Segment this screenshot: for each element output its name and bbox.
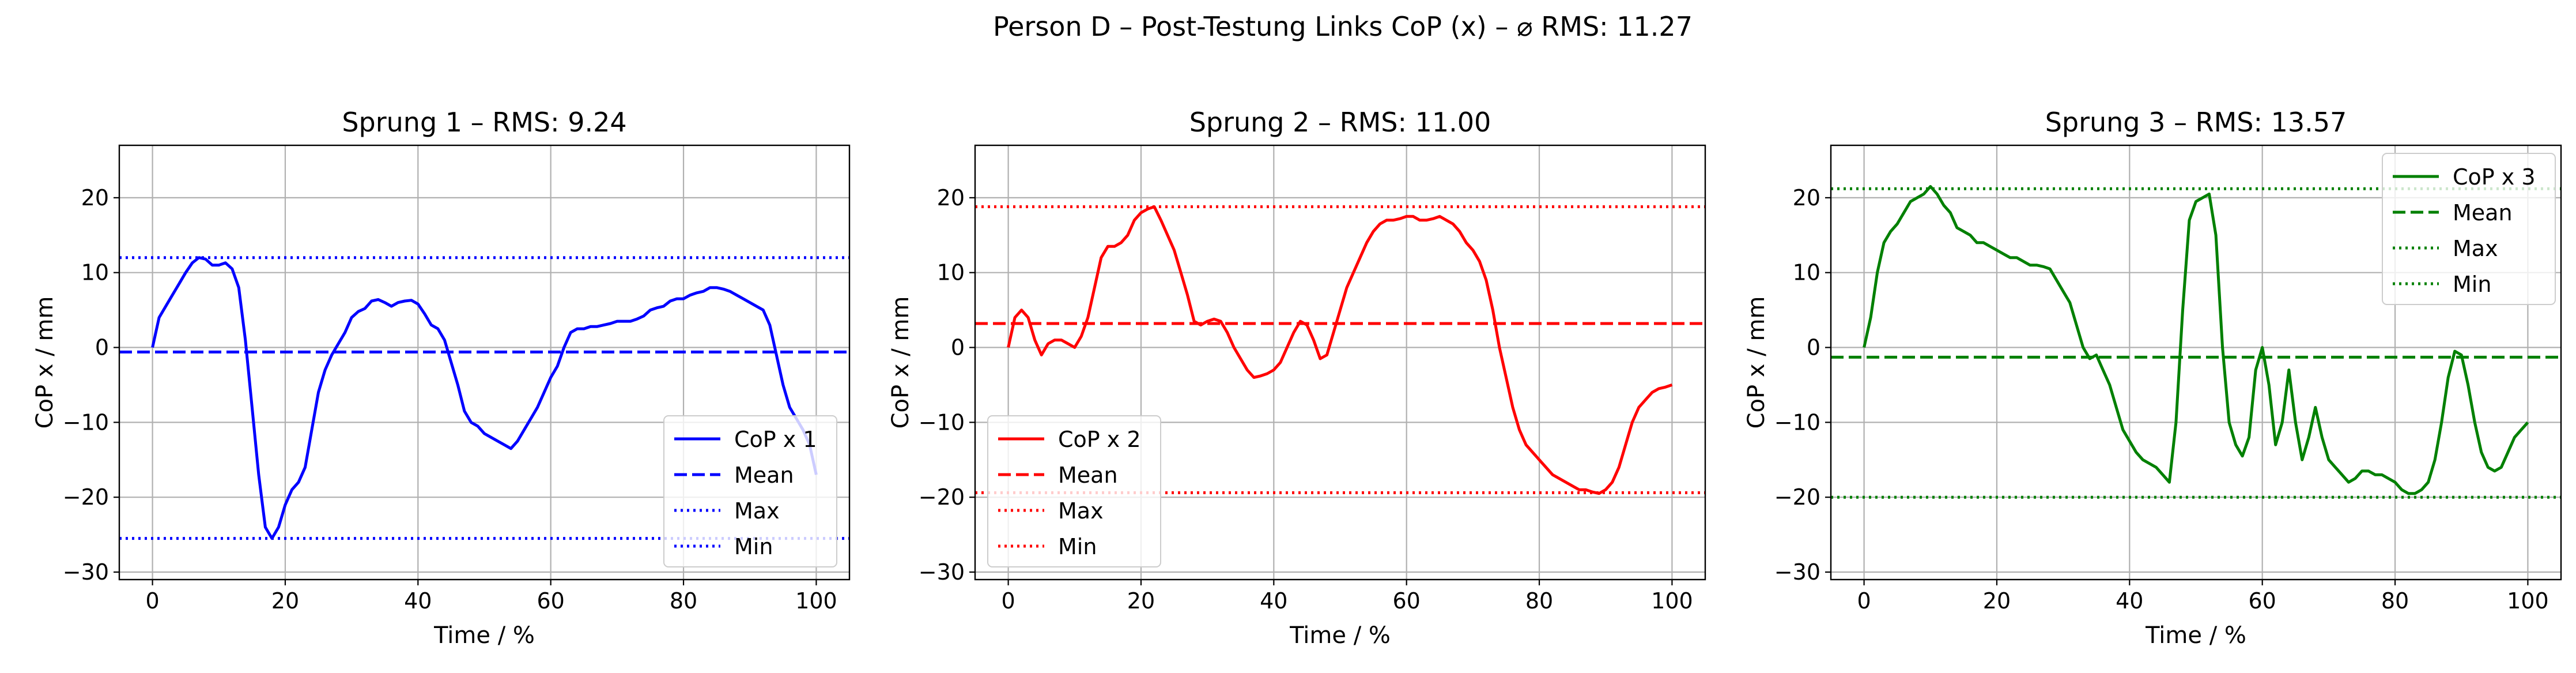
y-axis-label: CoP x / mm [887, 296, 914, 429]
plot-frame [974, 144, 1706, 581]
figure-suptitle: Person D – Post-Testung Links CoP (x) – … [993, 11, 1693, 42]
series-line-cop [151, 256, 818, 540]
legend: CoP x 1 Mean Max Min [663, 415, 837, 567]
x-tick-label: 0 [1857, 588, 1871, 614]
y-tick-label: −10 [1774, 409, 1820, 435]
y-tick-label: −10 [63, 409, 109, 435]
plot-frame [1830, 144, 2562, 581]
legend-label: Min [1058, 534, 1097, 559]
legend-label: Max [734, 498, 780, 524]
y-tick-label: −30 [919, 559, 965, 585]
x-tick-label: 0 [1001, 588, 1015, 614]
y-tick-label: 20 [937, 185, 965, 210]
x-tick-label: 80 [1525, 588, 1553, 614]
x-tick-label: 80 [2381, 588, 2409, 614]
legend-label: Mean [1058, 463, 1118, 488]
y-tick-label: 10 [1793, 260, 1820, 285]
x-tick-label: 20 [1127, 588, 1155, 614]
x-tick-label: 20 [271, 588, 299, 614]
y-tick-label: 10 [81, 260, 109, 285]
legend-label: Min [734, 534, 773, 559]
x-tick-label: 20 [1983, 588, 2011, 614]
x-axis-label: Time / % [2145, 622, 2246, 649]
y-tick-label: −20 [1774, 484, 1820, 510]
legend-label: Max [2453, 236, 2498, 261]
series-line-cop [1863, 185, 2529, 495]
y-axis-label: CoP x / mm [32, 296, 58, 429]
legend-label: Min [2453, 272, 2491, 297]
legend-label: Mean [734, 463, 794, 488]
legend-label: CoP x 2 [1058, 427, 1141, 452]
subplot-2: 0 20 40 60 80 100 −30 −20 −10 0 10 20 Sprung 2 – RMS… [887, 107, 1706, 649]
series-line-cop [1007, 205, 1673, 495]
legend-label: CoP x 1 [734, 427, 817, 452]
legend-label: CoP x 3 [2453, 164, 2536, 190]
y-tick-label: 0 [951, 335, 965, 360]
x-tick-label: 40 [1260, 588, 1287, 614]
y-tick-label: −20 [63, 484, 109, 510]
y-tick-label: −30 [63, 559, 109, 585]
y-tick-label: 0 [1807, 335, 1820, 360]
x-tick-label: 60 [537, 588, 565, 614]
y-tick-label: 0 [95, 335, 109, 360]
x-tick-label: 0 [145, 588, 159, 614]
x-tick-label: 100 [1651, 588, 1693, 614]
legend: CoP x 2 Mean Max Min [987, 415, 1161, 567]
x-axis-label: Time / % [433, 622, 535, 649]
legend-label: Max [1058, 498, 1104, 524]
x-tick-label: 60 [2249, 588, 2276, 614]
plot-area [1831, 185, 2561, 499]
subplot-title: Sprung 1 – RMS: 9.24 [342, 107, 626, 138]
subplot-1: 0 20 40 60 80 100 −30 −20 −10 0 10 20 Sprung 1 – RMS… [32, 107, 851, 649]
y-tick-label: 10 [937, 260, 965, 285]
x-tick-label: 40 [404, 588, 432, 614]
plot-frame [118, 144, 851, 581]
legend-box [987, 415, 1161, 567]
y-tick-label: 20 [1793, 185, 1820, 210]
y-tick-label: 20 [81, 185, 109, 210]
x-tick-label: 100 [795, 588, 837, 614]
x-tick-label: 40 [2116, 588, 2143, 614]
legend-box [663, 415, 837, 567]
y-axis-label: CoP x / mm [1743, 296, 1770, 429]
plot-area [119, 256, 849, 540]
subplot-title: Sprung 2 – RMS: 11.00 [1189, 107, 1491, 138]
x-tick-label: 80 [670, 588, 697, 614]
y-tick-label: −30 [1774, 559, 1820, 585]
x-tick-label: 100 [2507, 588, 2549, 614]
subplot-3: 0 20 40 60 80 100 −30 −20 −10 0 10 20 Sprung 3 – RMS… [1743, 107, 2562, 649]
y-tick-label: −20 [919, 484, 965, 510]
legend-label: Mean [2453, 200, 2513, 225]
legend: CoP x 3 Mean Max Min [2382, 153, 2556, 305]
y-tick-label: −10 [919, 409, 965, 435]
x-tick-label: 60 [1393, 588, 1421, 614]
legend-box [2382, 153, 2556, 305]
subplot-title: Sprung 3 – RMS: 13.57 [2045, 107, 2347, 138]
x-axis-label: Time / % [1289, 622, 1391, 649]
